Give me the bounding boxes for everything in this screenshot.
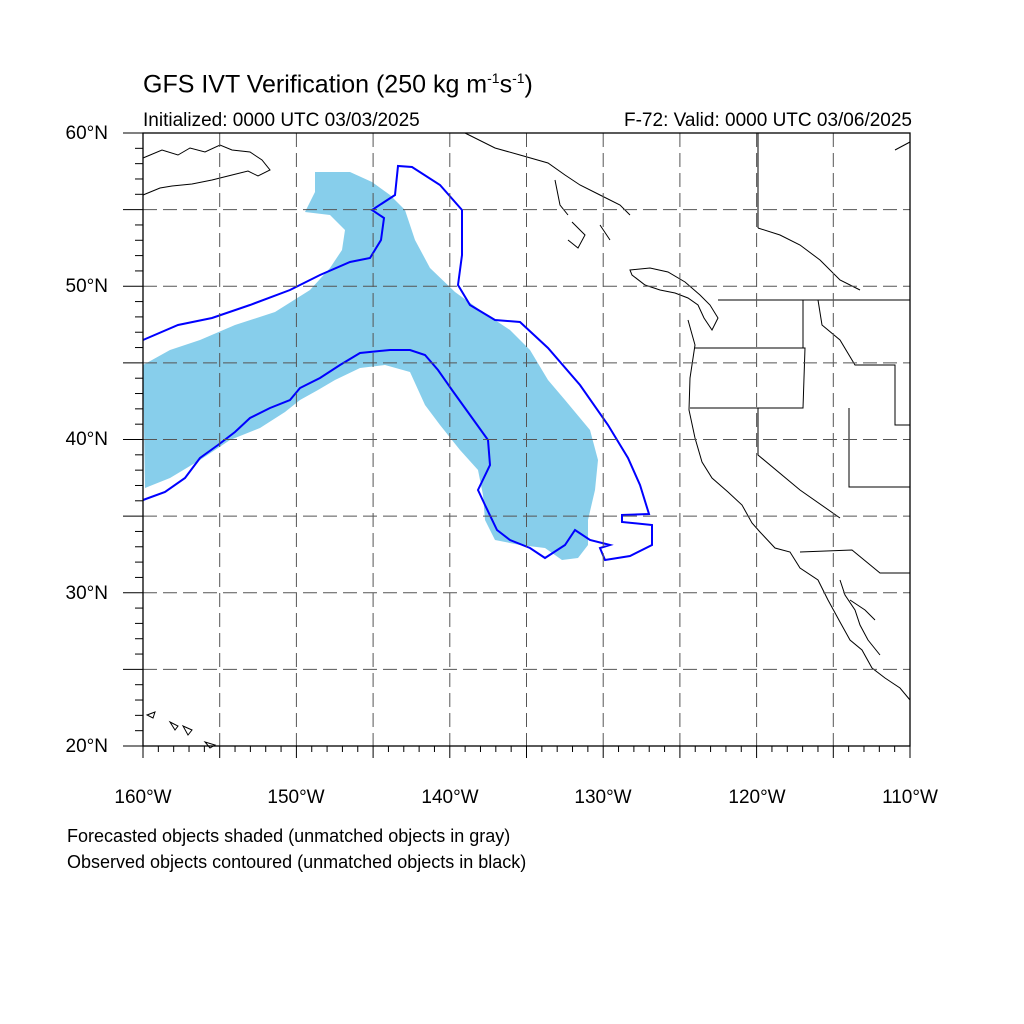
lat-label-30n: 30°N	[65, 583, 108, 604]
state-borders	[690, 133, 910, 574]
valid-time-label: F-72: Valid: 0000 UTC 03/06/2025	[624, 110, 912, 131]
lat-label-50n: 50°N	[65, 276, 108, 297]
init-time-label: Initialized: 0000 UTC 03/03/2025	[143, 110, 420, 131]
forecast-ivt-object	[143, 172, 598, 560]
tick-marks	[123, 132, 911, 758]
grid-lines	[143, 133, 910, 746]
legend-observed-note: Observed objects contoured (unmatched ob…	[67, 852, 527, 872]
lat-label-20n: 20°N	[65, 736, 108, 757]
lat-label-40n: 40°N	[65, 429, 108, 450]
lon-label-160w: 160°W	[114, 787, 172, 808]
lon-label-110w: 110°W	[882, 787, 938, 808]
lon-label-120w: 120°W	[728, 787, 786, 808]
lon-label-140w: 140°W	[421, 787, 479, 808]
lon-label-130w: 130°W	[574, 787, 632, 808]
chart-title: GFS IVT Verification (250 kg m-1s-1)	[143, 70, 533, 99]
legend-forecast-note: Forecasted objects shaded (unmatched obj…	[67, 826, 511, 846]
lat-label-60n: 60°N	[65, 123, 108, 144]
lon-label-150w: 150°W	[267, 787, 325, 808]
coastlines	[142, 132, 911, 701]
observed-ivt-contour	[142, 164, 653, 562]
hawaii-islands	[145, 711, 217, 749]
